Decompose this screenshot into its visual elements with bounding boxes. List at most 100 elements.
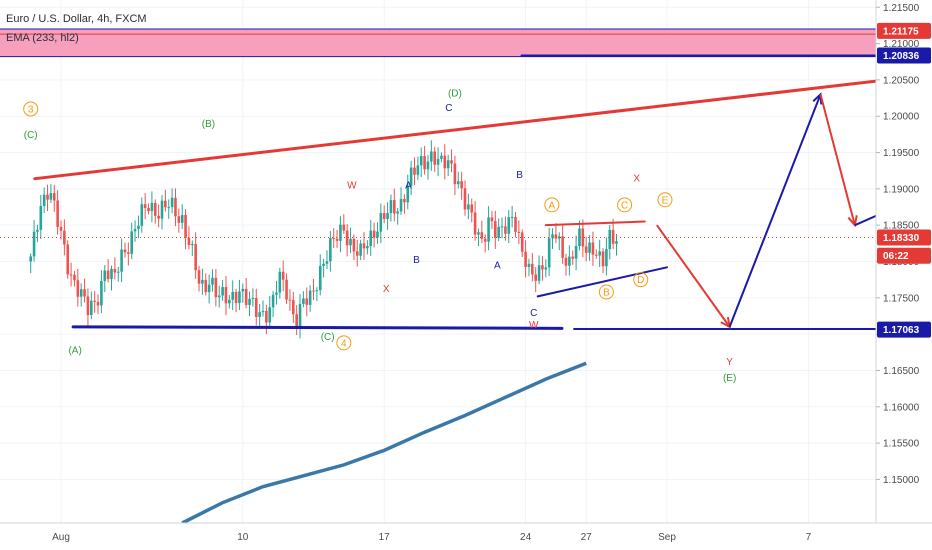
price-tick-label: 1.21500: [883, 3, 920, 14]
candle-body: [531, 263, 534, 275]
candle-body: [497, 226, 500, 238]
candle-body: [611, 229, 615, 244]
candle-body: [93, 300, 96, 302]
wave-label: X: [383, 284, 390, 295]
candle-body: [305, 298, 309, 305]
candle-body: [362, 243, 366, 249]
candle-body: [601, 251, 605, 267]
candle-body: [194, 244, 197, 271]
candle-body: [292, 300, 295, 315]
price-tick-label: 1.16000: [883, 402, 920, 413]
candle-body: [184, 214, 187, 238]
price-tag[interactable]: [877, 321, 931, 338]
candle-body: [352, 238, 356, 252]
price-tick-label: 1.15500: [883, 439, 920, 450]
candle-body: [261, 310, 265, 313]
wave-label: (B): [202, 119, 215, 130]
candle-body: [507, 217, 511, 234]
candle-body: [480, 232, 484, 239]
candle-body: [191, 244, 194, 246]
candle-body: [187, 237, 191, 246]
projection-pullback[interactable]: [819, 94, 856, 226]
price-tag[interactable]: [877, 247, 931, 264]
wave-label: (D): [448, 88, 462, 99]
price-tag[interactable]: [877, 229, 931, 246]
candle-body: [376, 231, 379, 238]
candle-body: [339, 224, 342, 241]
candle-body: [231, 291, 234, 300]
wave-label: (C): [321, 332, 335, 343]
candle-body: [440, 155, 443, 159]
candle-body: [46, 194, 49, 200]
legend: Euro / U.S. Dollar, 4h, FXCM EMA (233, h…: [6, 13, 147, 44]
candle-body: [39, 205, 43, 230]
candle-body: [446, 160, 450, 169]
candle-body: [29, 256, 32, 262]
wave-label: Y: [726, 357, 733, 368]
candle-body: [355, 251, 359, 256]
resistance-zone[interactable]: [0, 29, 876, 57]
candle-body: [487, 217, 490, 242]
wave-label: X: [633, 173, 640, 184]
candle-body: [100, 280, 103, 306]
candle-body: [224, 287, 228, 304]
candle-body: [201, 279, 204, 284]
wave-label: A: [405, 181, 412, 192]
candle-body: [329, 238, 332, 262]
candle-body: [221, 287, 224, 296]
candle-body: [514, 216, 517, 232]
candle-body: [551, 234, 554, 239]
trendlines-layer[interactable]: [33, 54, 932, 331]
upper-channel-line[interactable]: [33, 69, 932, 181]
candle-body: [133, 228, 137, 232]
candle-body: [251, 297, 255, 299]
price-tag-label: 1.17063: [883, 325, 920, 336]
candle-body: [69, 274, 73, 276]
support-line-left[interactable]: [71, 325, 564, 330]
candle-body: [483, 238, 487, 242]
candle-body: [450, 160, 453, 164]
candle-body: [248, 298, 251, 305]
price-tick-label: 1.21000: [883, 39, 920, 50]
candle-body: [275, 292, 278, 295]
candle-body: [116, 271, 120, 273]
price-tag-label: 1.21175: [883, 26, 919, 37]
candle-body: [403, 198, 406, 203]
candle-body: [150, 202, 154, 212]
candle-body: [520, 232, 524, 252]
candle-body: [130, 231, 133, 254]
time-tick-label: 24: [520, 532, 532, 543]
candle-body: [268, 307, 272, 323]
candle-body: [79, 289, 83, 297]
price-axis[interactable]: 1.21500 1.21000 1.20500 1.20000 1.19500 1.190…: [875, 0, 932, 550]
triangle-lower-line[interactable]: [536, 266, 668, 298]
time-tick-label: Aug: [52, 532, 70, 543]
candle-body: [214, 277, 218, 298]
projection-rally[interactable]: [728, 94, 822, 328]
wave-label: D: [637, 275, 644, 286]
price-tag[interactable]: [877, 47, 931, 64]
candle-body: [605, 249, 608, 267]
candle-body: [288, 299, 292, 301]
triangle-upper-line[interactable]: [544, 220, 646, 227]
indicator-label[interactable]: EMA (233, hl2): [6, 32, 79, 44]
price-tick-label: 1.19500: [883, 148, 920, 159]
wave-label: (C): [24, 130, 38, 141]
candle-body: [204, 279, 208, 293]
price-tag[interactable]: [877, 22, 931, 39]
candle-body: [467, 204, 470, 210]
time-axis[interactable]: Aug 10 17 24 27 Sep 7: [0, 522, 932, 550]
candle-body: [285, 279, 288, 300]
wave-label: C: [445, 103, 452, 114]
price-tag-label: 1.18330: [883, 233, 920, 244]
candle-body: [170, 197, 174, 208]
projection-drop[interactable]: [656, 224, 731, 328]
candle-body: [335, 238, 339, 241]
candle-body: [504, 226, 507, 234]
wave-label: A: [494, 261, 501, 272]
ema-line[interactable]: [181, 361, 587, 525]
wave-label-circle: [544, 197, 560, 213]
candle-body: [32, 231, 36, 257]
candle-body: [83, 289, 86, 297]
